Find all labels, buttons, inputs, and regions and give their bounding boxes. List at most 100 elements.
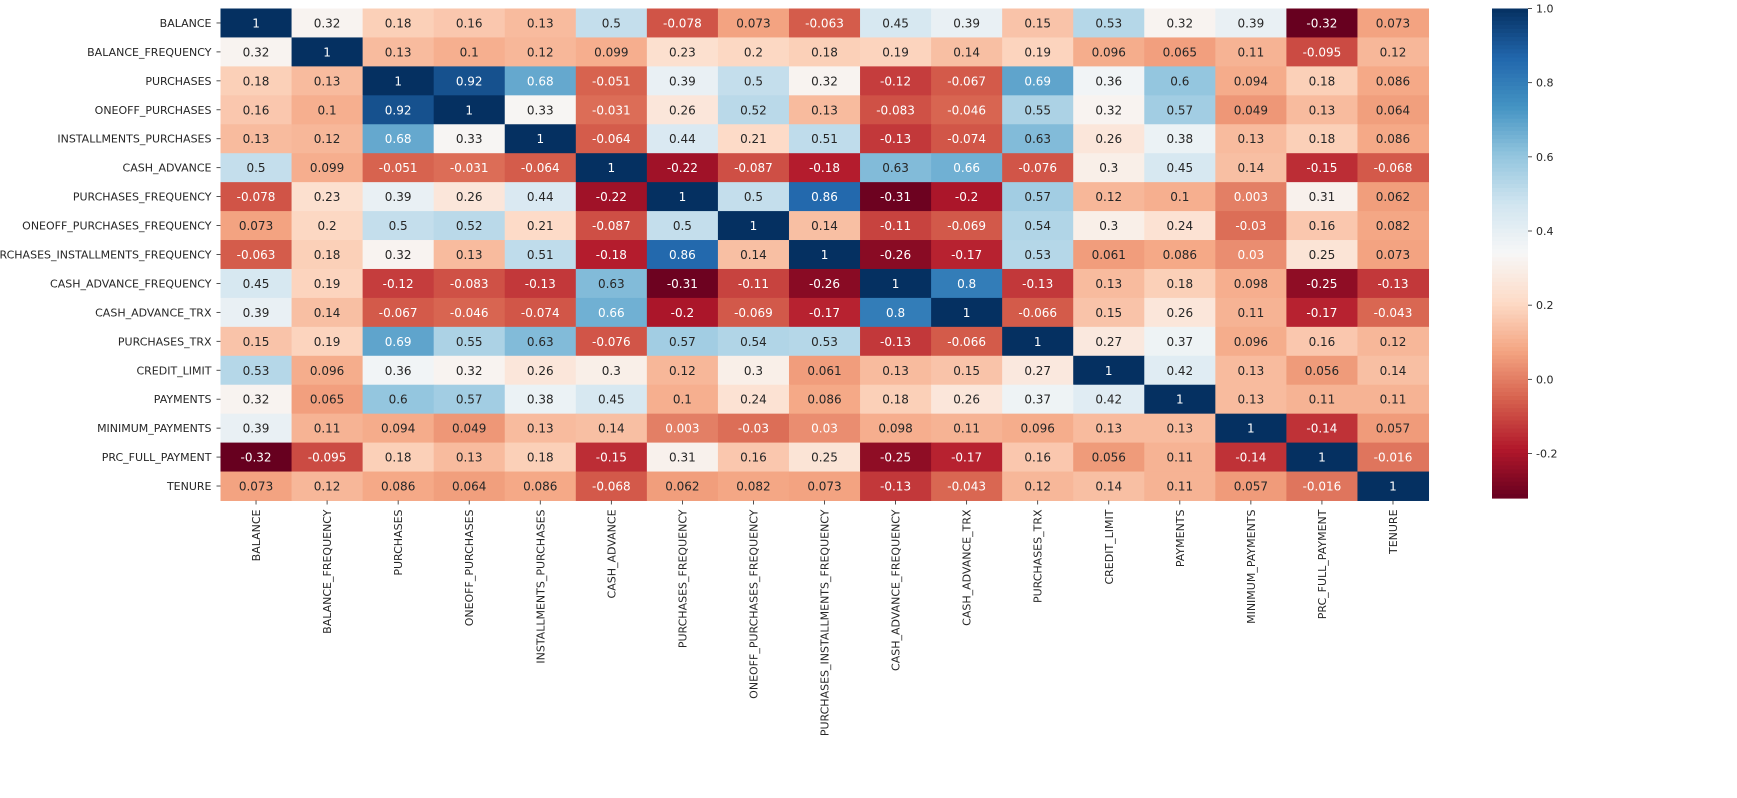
cell-annotation: -0.15 bbox=[596, 451, 627, 465]
cell-annotation: -0.074 bbox=[521, 306, 560, 320]
heatmap-cell bbox=[1144, 182, 1216, 212]
colorbar-segment bbox=[1492, 49, 1528, 54]
colorbar-segment bbox=[1492, 57, 1528, 63]
cell-annotation: 0.86 bbox=[811, 190, 838, 204]
cell-annotation: 0.42 bbox=[1166, 364, 1193, 378]
heatmap-cell bbox=[646, 8, 719, 38]
cell-annotation: 0.39 bbox=[243, 422, 270, 436]
colorbar-segment bbox=[1492, 416, 1528, 422]
cell-annotation: 0.42 bbox=[1095, 393, 1122, 407]
cell-annotation: -0.13 bbox=[525, 277, 556, 291]
x-tick-label: MINIMUM_PAYMENTS bbox=[1245, 509, 1258, 623]
heatmap-cell bbox=[1357, 442, 1430, 473]
cell-annotation: 0.8 bbox=[886, 306, 905, 320]
cell-annotation: 0.12 bbox=[314, 480, 341, 494]
cell-annotation: -0.25 bbox=[1306, 277, 1337, 291]
cell-annotation: 0.13 bbox=[1238, 132, 1265, 146]
cell-annotation: 0.68 bbox=[527, 74, 554, 88]
heatmap-cell bbox=[1073, 471, 1145, 501]
colorbar-segment bbox=[1492, 98, 1528, 103]
heatmap-cell bbox=[1144, 297, 1216, 328]
cell-annotation: 0.32 bbox=[243, 45, 270, 59]
cell-annotation: -0.26 bbox=[809, 277, 840, 291]
cell-annotation: 0.21 bbox=[740, 132, 767, 146]
heatmap-cells: 1 0.32 0.18 0.16 0.13 0.5 -0.078 0.073 -0.063 0.4… bbox=[220, 8, 1430, 501]
cell-annotation: -0.12 bbox=[383, 277, 414, 291]
colorbar-segment bbox=[1492, 334, 1528, 340]
cell-annotation: -0.087 bbox=[734, 161, 773, 175]
cell-annotation: 0.096 bbox=[1092, 45, 1126, 59]
cell-annotation: 0.13 bbox=[527, 422, 554, 436]
cell-annotation: 0.086 bbox=[381, 480, 415, 494]
colorbar-segment bbox=[1492, 436, 1528, 442]
colorbar-segment bbox=[1492, 485, 1528, 491]
cell-annotation: 0.66 bbox=[598, 306, 625, 320]
cell-annotation: 0.15 bbox=[1024, 16, 1051, 30]
cell-annotation: 0.049 bbox=[452, 422, 486, 436]
heatmap-cell bbox=[860, 297, 932, 328]
y-tick-label: CASH_ADVANCE_FREQUENCY bbox=[50, 277, 212, 290]
heatmap-cell bbox=[291, 355, 364, 386]
cell-annotation: 0.38 bbox=[1166, 132, 1193, 146]
cell-annotation: 0.8 bbox=[957, 277, 976, 291]
colorbar-segment bbox=[1492, 326, 1528, 332]
heatmap-cell bbox=[931, 442, 1003, 473]
cell-annotation: 0.11 bbox=[1166, 480, 1193, 494]
cell-annotation: 1 bbox=[821, 248, 829, 262]
heatmap-cell bbox=[1144, 471, 1216, 501]
heatmap-cell bbox=[788, 471, 861, 501]
heatmap-cell bbox=[1002, 37, 1074, 67]
colorbar-segment bbox=[1492, 53, 1528, 59]
colorbar-segment bbox=[1492, 342, 1528, 348]
cell-annotation: 0.096 bbox=[1234, 335, 1268, 349]
heatmap-cell bbox=[220, 442, 293, 473]
cell-annotation: 0.19 bbox=[314, 277, 341, 291]
heatmap-cell bbox=[1215, 95, 1287, 125]
cell-annotation: 0.38 bbox=[527, 393, 554, 407]
colorbar-segment bbox=[1492, 310, 1528, 316]
heatmap-cell bbox=[504, 326, 577, 357]
heatmap-cell bbox=[860, 211, 932, 241]
heatmap-cell bbox=[575, 471, 648, 501]
cell-annotation: 1 bbox=[1105, 364, 1113, 378]
cell-annotation: 0.5 bbox=[673, 219, 692, 233]
cell-annotation: 0.18 bbox=[385, 451, 412, 465]
colorbar-segment bbox=[1492, 45, 1528, 50]
cell-annotation: 0.062 bbox=[665, 480, 699, 494]
heatmap-cell bbox=[575, 66, 648, 96]
heatmap-cell bbox=[646, 384, 719, 415]
x-axis-labels: BALANCE BALANCE_FREQUENCY PURCHASES ONEOFF_… bbox=[250, 500, 1400, 736]
colorbar-segment bbox=[1492, 432, 1528, 438]
heatmap-cell bbox=[220, 297, 293, 328]
heatmap-cell bbox=[788, 66, 861, 96]
cell-annotation: 0.14 bbox=[1380, 364, 1407, 378]
colorbar-segment bbox=[1492, 122, 1528, 128]
heatmap-cell bbox=[1357, 471, 1430, 501]
colorbar-segment bbox=[1492, 359, 1528, 364]
heatmap-cell bbox=[788, 326, 861, 357]
cell-annotation: -0.15 bbox=[1306, 161, 1337, 175]
heatmap-cell bbox=[717, 297, 790, 328]
cell-annotation: 0.13 bbox=[1309, 103, 1336, 117]
heatmap-cell bbox=[931, 182, 1003, 212]
cell-annotation: -0.068 bbox=[592, 480, 631, 494]
cell-annotation: -0.18 bbox=[596, 248, 627, 262]
cell-annotation: 0.18 bbox=[385, 16, 412, 30]
heatmap-cell bbox=[1215, 66, 1287, 96]
cell-annotation: 0.3 bbox=[1099, 161, 1118, 175]
colorbar-segment bbox=[1492, 412, 1528, 418]
colorbar-segment bbox=[1492, 440, 1528, 446]
cell-annotation: 0.54 bbox=[740, 335, 767, 349]
heatmap-cell bbox=[931, 384, 1003, 415]
heatmap-cell bbox=[860, 8, 932, 38]
cell-annotation: -0.069 bbox=[947, 219, 986, 233]
heatmap-cell bbox=[931, 8, 1003, 38]
colorbar-segment bbox=[1492, 302, 1528, 307]
cell-annotation: 1 bbox=[465, 103, 473, 117]
cell-annotation: 0.11 bbox=[1238, 306, 1265, 320]
cell-annotation: 0.69 bbox=[385, 335, 412, 349]
heatmap-cell bbox=[1357, 268, 1430, 299]
heatmap-cell bbox=[931, 211, 1003, 241]
x-tick-label: PURCHASES_INSTALLMENTS_FREQUENCY bbox=[819, 509, 832, 736]
colorbar-segment bbox=[1492, 20, 1528, 26]
